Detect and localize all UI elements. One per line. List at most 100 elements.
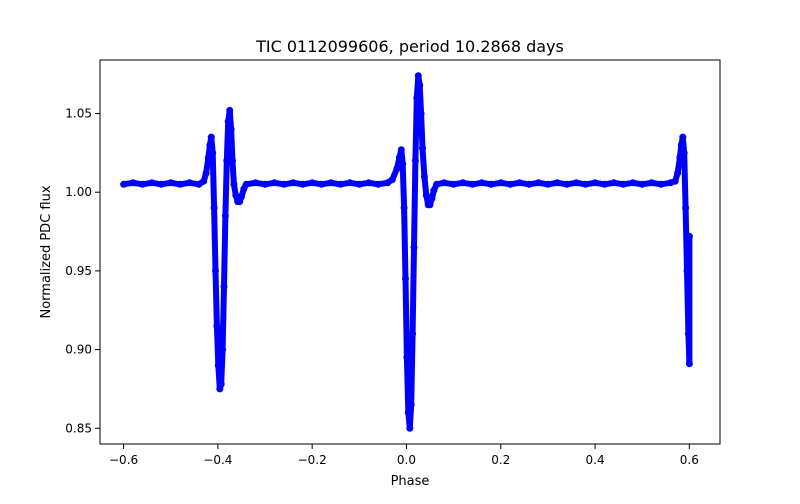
data-point — [242, 180, 250, 188]
data-point — [407, 401, 415, 409]
data-point — [411, 157, 419, 165]
chart-title: TIC 0112099606, period 10.2868 days — [255, 37, 564, 56]
x-tick-label: −0.6 — [109, 453, 138, 467]
data-point — [610, 179, 618, 187]
y-tick-label: 0.95 — [65, 264, 92, 278]
data-point — [406, 424, 414, 432]
data-point — [221, 212, 229, 220]
data-point — [469, 180, 476, 188]
data-point — [261, 180, 269, 188]
data-point — [207, 133, 215, 141]
data-point — [572, 179, 580, 187]
data-point — [674, 169, 682, 177]
data-point — [497, 179, 505, 187]
data-point — [430, 187, 438, 195]
data-point — [327, 179, 335, 187]
data-point — [289, 179, 297, 187]
data-point — [346, 179, 354, 187]
data-point — [563, 180, 571, 188]
data-point — [657, 180, 665, 188]
x-axis-ticks: −0.6 −0.4 −0.2 0.0 0.2 0.4 0.6 — [109, 444, 699, 467]
data-point — [403, 353, 411, 361]
data-point — [648, 179, 656, 187]
data-point — [685, 232, 693, 240]
data-point — [629, 179, 637, 187]
data-point — [213, 322, 221, 330]
data-point — [209, 149, 217, 157]
data-point — [204, 154, 212, 162]
data-point — [685, 360, 693, 368]
data-point — [212, 267, 219, 275]
x-tick-label: 0.4 — [586, 453, 605, 467]
data-point — [217, 380, 225, 388]
data-point — [478, 179, 486, 187]
data-point — [619, 180, 627, 188]
data-point — [553, 179, 561, 187]
data-point — [506, 180, 514, 188]
data-point — [417, 110, 425, 117]
data-point — [397, 146, 405, 154]
data-point — [224, 117, 232, 125]
data-point — [202, 169, 210, 177]
data-point — [433, 180, 441, 188]
data-point — [516, 179, 524, 187]
data-point — [138, 180, 146, 188]
data-point — [440, 179, 448, 187]
data-point — [413, 94, 421, 102]
data-point — [682, 204, 690, 212]
data-point — [683, 267, 691, 275]
data-point — [416, 81, 424, 89]
x-tick-label: 0.2 — [491, 453, 510, 467]
y-tick-label: 1.00 — [65, 185, 92, 199]
data-point — [176, 180, 184, 188]
data-point — [450, 180, 458, 188]
y-tick-label: 0.85 — [65, 421, 92, 435]
data-point — [200, 177, 208, 185]
x-tick-label: 0.0 — [397, 453, 416, 467]
data-point — [220, 283, 228, 291]
data-point — [671, 177, 679, 185]
data-point — [270, 179, 278, 187]
y-tick-label: 0.90 — [65, 343, 92, 357]
data-point — [129, 179, 137, 187]
data-point — [402, 275, 409, 283]
data-point — [157, 180, 165, 188]
data-point — [459, 179, 467, 187]
data-point — [419, 144, 426, 152]
data-point — [535, 179, 542, 187]
data-points-layer — [120, 72, 693, 432]
data-point — [414, 72, 422, 80]
data-point — [428, 195, 436, 202]
y-axis-ticks: 0.85 0.90 0.95 1.00 1.05 — [65, 107, 100, 435]
data-point — [337, 180, 344, 188]
data-point — [232, 191, 240, 199]
data-point — [229, 157, 236, 165]
x-tick-label: −0.2 — [298, 453, 327, 467]
data-point — [399, 160, 407, 168]
y-tick-label: 1.05 — [65, 107, 92, 121]
data-point — [206, 141, 214, 149]
data-point — [308, 179, 316, 187]
data-point — [582, 180, 590, 188]
data-point — [374, 180, 382, 188]
data-point — [186, 179, 194, 187]
data-point — [544, 180, 552, 188]
y-axis-label: Normalized PDC flux — [39, 185, 54, 318]
data-point — [422, 191, 430, 199]
data-point — [365, 179, 373, 187]
data-point — [210, 204, 218, 212]
data-point — [410, 243, 418, 251]
data-point — [227, 125, 235, 133]
data-point — [487, 180, 495, 188]
data-point — [214, 361, 222, 369]
data-point — [226, 106, 234, 114]
data-point — [676, 154, 684, 162]
plot-frame — [99, 59, 721, 445]
data-point — [318, 180, 326, 188]
data-point — [525, 180, 533, 188]
data-point — [252, 179, 260, 187]
data-point — [355, 180, 363, 188]
data-point — [420, 173, 428, 180]
data-point — [677, 141, 685, 149]
